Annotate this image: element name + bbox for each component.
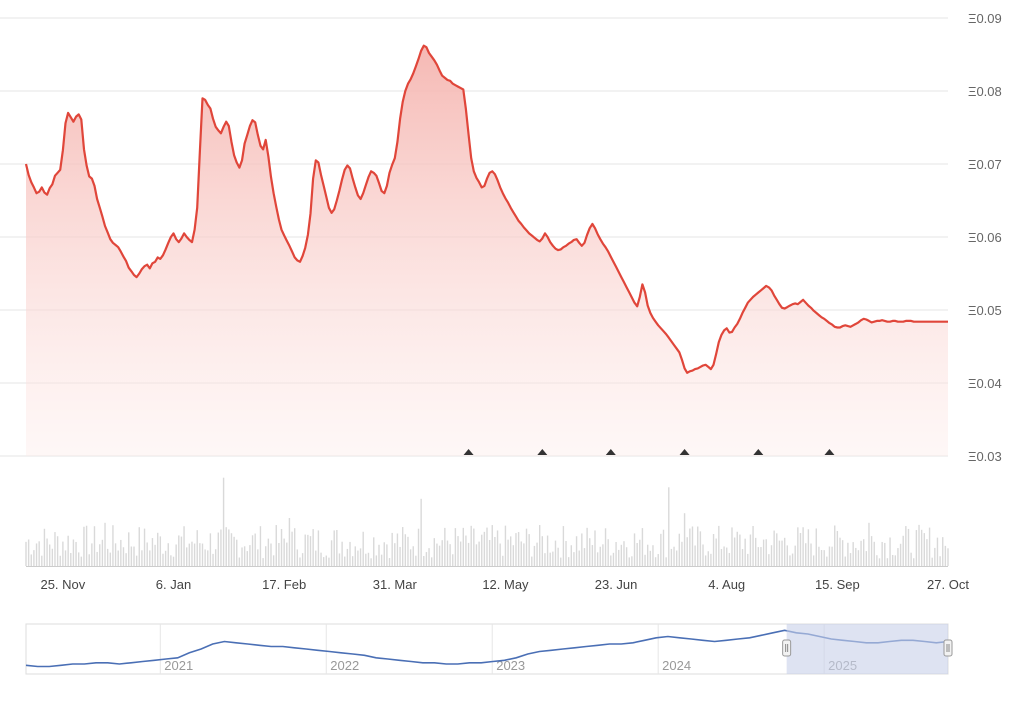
event-marker[interactable] — [753, 449, 764, 455]
navigator-selection[interactable] — [786, 624, 948, 674]
x-tick-label: 15. Sep — [815, 577, 860, 592]
x-tick-label: 17. Feb — [262, 577, 306, 592]
y-tick-label: Ξ0.05 — [968, 303, 1002, 318]
event-marker[interactable] — [824, 449, 835, 455]
x-tick-label: 6. Jan — [156, 577, 191, 592]
navigator-year-label: 2021 — [164, 658, 193, 673]
y-tick-label: Ξ0.07 — [968, 157, 1002, 172]
navigator-handle[interactable] — [943, 639, 953, 657]
navigator-year-label: 2022 — [330, 658, 359, 673]
price-series-line — [24, 44, 948, 374]
x-tick-label: 23. Jun — [595, 577, 638, 592]
event-marker[interactable] — [679, 449, 690, 455]
navigator-handle[interactable] — [782, 639, 792, 657]
y-tick-label: Ξ0.08 — [968, 84, 1002, 99]
price-area-fill — [26, 45, 948, 456]
event-marker[interactable] — [463, 449, 474, 455]
x-tick-label: 12. May — [482, 577, 529, 592]
volume-bars — [25, 477, 949, 567]
navigator-year-label: 2024 — [662, 658, 691, 673]
event-marker[interactable] — [605, 449, 616, 455]
x-tick-label: 25. Nov — [40, 577, 85, 592]
price-line — [24, 44, 948, 374]
y-tick-label: Ξ0.09 — [968, 11, 1002, 26]
range-navigator[interactable]: 20212022202320242025 — [25, 623, 953, 675]
x-tick-label: 27. Oct — [927, 577, 969, 592]
y-tick-label: Ξ0.06 — [968, 230, 1002, 245]
x-tick-label: 31. Mar — [373, 577, 418, 592]
price-area — [26, 45, 948, 456]
navigator-year-label: 2023 — [496, 658, 525, 673]
y-axis-ticks: Ξ0.09 Ξ0.08 Ξ0.07 Ξ0.06 Ξ0.05 Ξ0.04 Ξ0.03 — [968, 11, 1002, 464]
event-markers — [463, 449, 835, 455]
x-axis-ticks: 25. Nov 6. Jan 17. Feb 31. Mar 12. May 23. Ju… — [40, 577, 969, 592]
y-tick-label: Ξ0.04 — [968, 376, 1002, 391]
y-tick-label: Ξ0.03 — [968, 449, 1002, 464]
x-tick-label: 4. Aug — [708, 577, 745, 592]
event-marker[interactable] — [537, 449, 548, 455]
